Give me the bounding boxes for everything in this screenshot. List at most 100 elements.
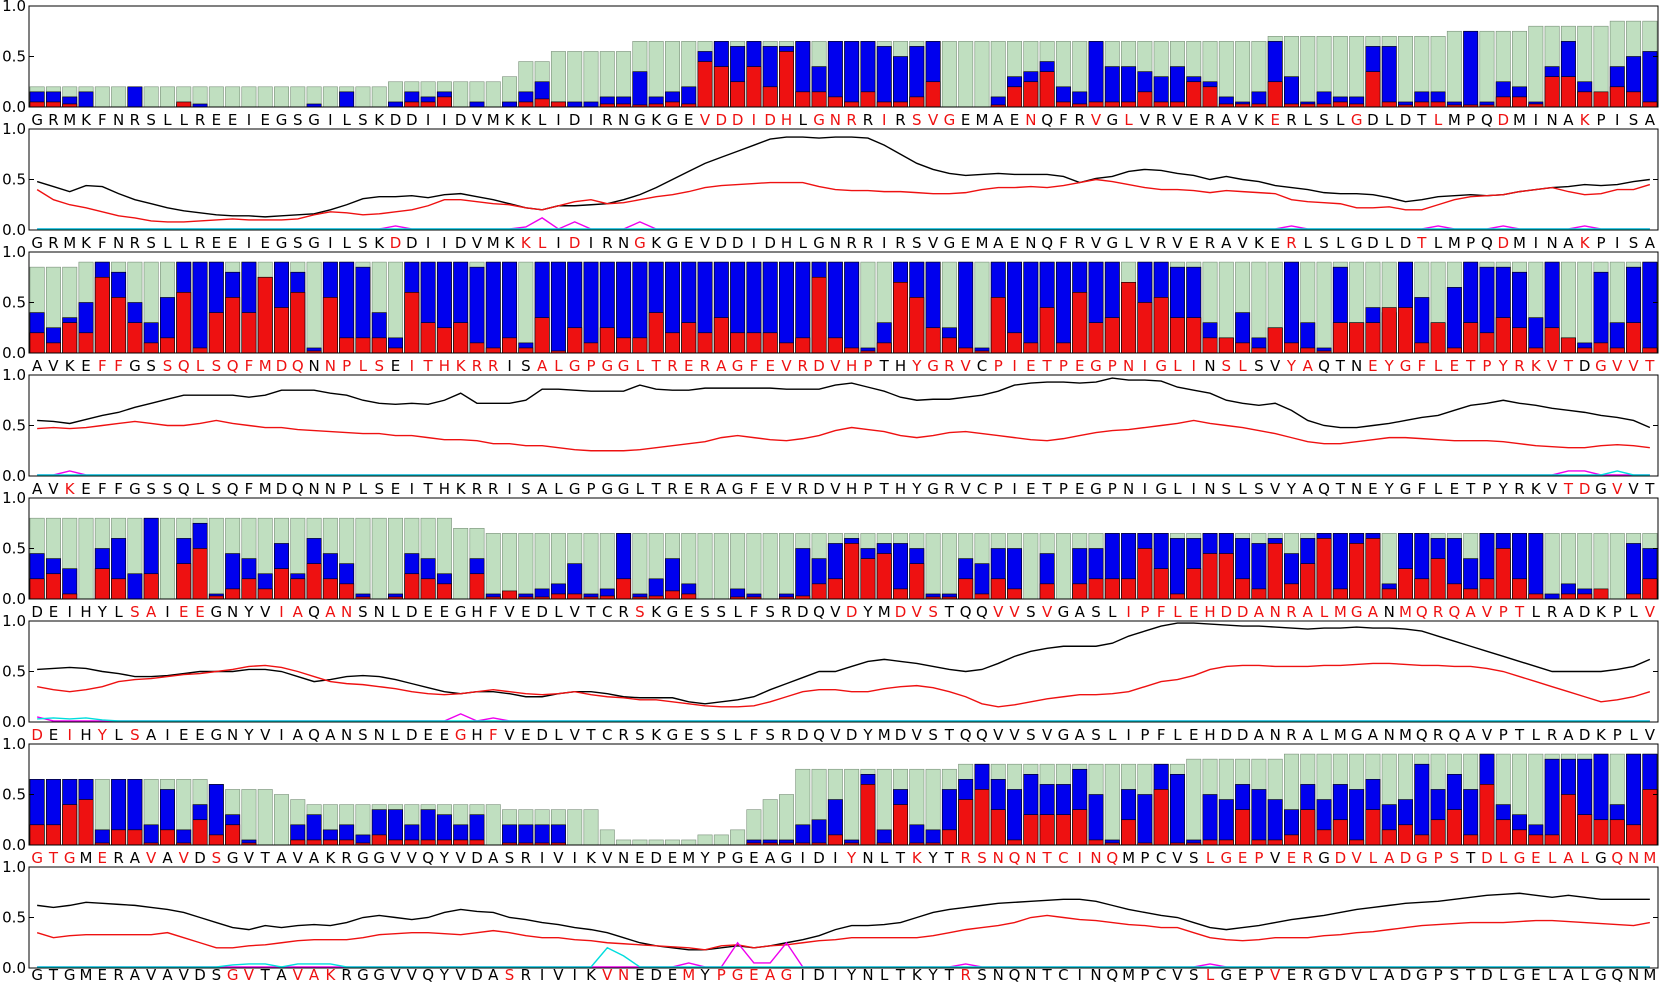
red-bar — [420, 839, 436, 846]
residue-label: R — [1514, 357, 1524, 375]
residue-label: V — [1270, 849, 1281, 867]
gray-bar — [632, 839, 648, 846]
residue-label: I — [1126, 726, 1130, 744]
axes-frame — [28, 128, 1659, 231]
residue-label: Y — [699, 966, 710, 984]
residue-label: D — [846, 726, 858, 744]
red-bar — [1463, 322, 1479, 354]
residue-label: N — [1025, 966, 1036, 984]
residue-label: A — [765, 966, 776, 984]
residue-label: K — [586, 966, 597, 984]
blue-bar — [550, 824, 566, 846]
red-bar — [827, 337, 843, 354]
residue-label: E — [212, 234, 221, 252]
residue-label: N — [1090, 966, 1101, 984]
residue-label: K — [586, 849, 597, 867]
residue-label: L — [114, 726, 123, 744]
residue-label: P — [1108, 357, 1117, 375]
residue-label: V — [912, 603, 923, 621]
residue-label: E — [1189, 111, 1198, 129]
gray-bar — [518, 533, 534, 600]
residue-label: V — [570, 603, 581, 621]
residue-label: G — [732, 480, 744, 498]
residue-label: P — [1499, 726, 1508, 744]
residue-label: N — [993, 966, 1004, 984]
gray-bar — [550, 51, 566, 108]
residue-label: A — [162, 849, 173, 867]
gray-bar — [78, 517, 94, 600]
red-bar — [1446, 809, 1462, 846]
residue-label: E — [1270, 234, 1279, 252]
red-bar — [62, 593, 78, 600]
red-bar — [876, 553, 892, 600]
red-bar — [45, 573, 61, 600]
residue-label: R — [472, 480, 482, 498]
residue-label: C — [1156, 849, 1166, 867]
gray-bar — [648, 839, 664, 846]
residue-label: A — [130, 849, 141, 867]
residue-label: A — [488, 966, 499, 984]
red-bar — [1186, 317, 1202, 354]
red-bar — [909, 563, 925, 600]
red-bar — [111, 297, 127, 354]
residue-label: I — [165, 726, 169, 744]
residue-label: G — [1318, 849, 1330, 867]
red-bar — [1218, 553, 1234, 600]
residue-label: M — [80, 849, 93, 867]
residue-label: R — [472, 357, 482, 375]
residue-label: A — [1645, 111, 1656, 129]
series-line-3 — [37, 946, 1650, 968]
residue-label: V — [260, 726, 271, 744]
residue-label: L — [1108, 603, 1117, 621]
red-bar — [1446, 583, 1462, 600]
residue-label: Q — [178, 480, 190, 498]
residue-label: D — [1579, 726, 1591, 744]
series-line-1 — [36, 914, 1650, 951]
residue-label: I — [68, 603, 72, 621]
residue-label: R — [1205, 111, 1215, 129]
residue-label: M — [975, 234, 988, 252]
residue-label: R — [48, 234, 58, 252]
blue-bar — [534, 824, 550, 846]
red-bar — [469, 839, 485, 846]
residue-label: V — [1237, 234, 1248, 252]
residue-label: V — [1009, 603, 1020, 621]
red-bar — [893, 588, 908, 600]
residue-label: Q — [1416, 726, 1428, 744]
red-bar — [339, 337, 355, 354]
residue-label: A — [32, 357, 43, 375]
residue-label: P — [1434, 849, 1443, 867]
red-bar — [436, 839, 452, 846]
residue-label: K — [505, 111, 516, 129]
red-bar — [420, 578, 436, 600]
red-bar — [1512, 327, 1528, 354]
blue-bar — [583, 261, 599, 354]
residue-label: Q — [1448, 603, 1460, 621]
residue-label: T — [944, 603, 955, 621]
residue-label: D — [1237, 726, 1249, 744]
residue-label: M — [682, 849, 695, 867]
residue-label: F — [98, 480, 107, 498]
red-bar — [860, 91, 876, 108]
residue-label: K — [651, 111, 662, 129]
residue-label: R — [1303, 849, 1313, 867]
residue-label: A — [276, 966, 287, 984]
residue-label: M — [1122, 849, 1135, 867]
red-bar — [225, 588, 241, 600]
red-bar — [925, 327, 941, 354]
red-bar — [632, 337, 648, 354]
residue-label: S — [505, 966, 515, 984]
residue-label: L — [554, 603, 563, 621]
residue-label: P — [1140, 603, 1149, 621]
red-bar — [1332, 101, 1348, 108]
residue-label: S — [1629, 111, 1639, 129]
residue-label: E — [684, 234, 693, 252]
gray-bar — [1300, 35, 1316, 108]
red-bar — [795, 337, 811, 354]
red-bar — [1430, 101, 1446, 108]
residue-label: T — [895, 966, 906, 984]
series-line-2 — [37, 941, 1650, 968]
residue-label: C — [1058, 849, 1068, 867]
residue-label: Q — [1041, 111, 1053, 129]
residue-label: F — [245, 480, 254, 498]
